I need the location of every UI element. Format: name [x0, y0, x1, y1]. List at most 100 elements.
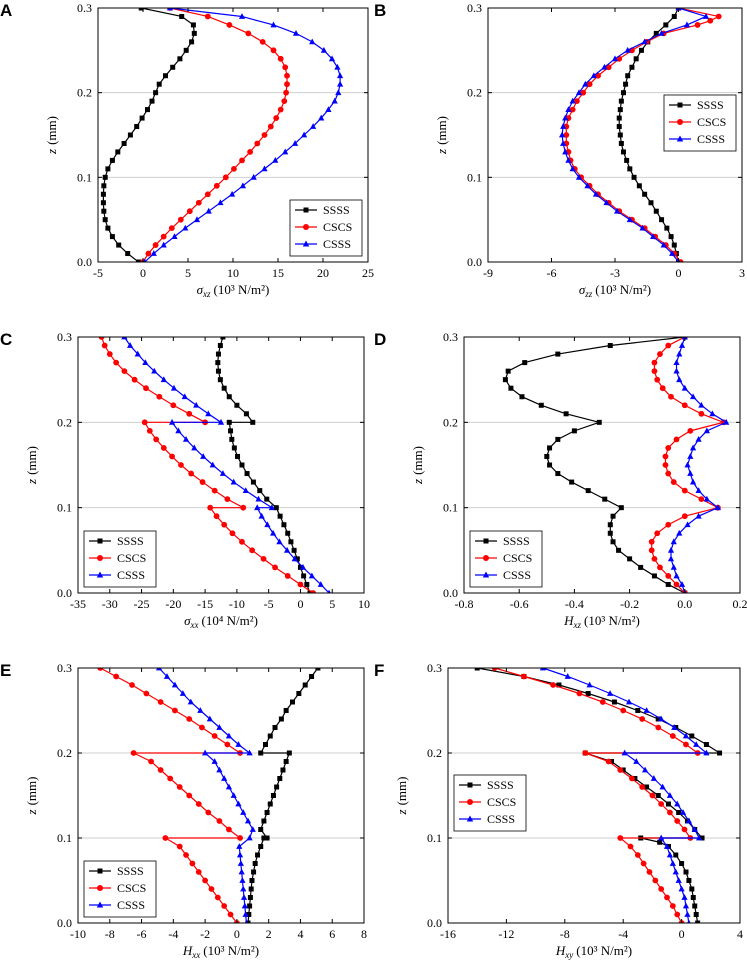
marker-d-cscs-28 [657, 351, 663, 357]
marker-e-csss-9 [236, 843, 243, 849]
y-tick-label-b-0: 0.0 [467, 255, 482, 269]
marker-b-csss-10 [575, 173, 583, 180]
marker-e-cscs-6 [195, 869, 202, 875]
legend-marker-a-csss [302, 240, 310, 247]
marker-c-csss-27 [160, 376, 167, 383]
x-tick-label-f-1: -12 [498, 927, 514, 941]
marker-c-cscs-29 [113, 359, 120, 366]
marker-a-csss-17 [318, 114, 325, 121]
marker-a-cscs-10 [222, 174, 229, 181]
marker-d-csss-25 [676, 376, 683, 383]
y-tick-label-e-1: 0.1 [57, 831, 72, 845]
panel-letter-c: C [0, 330, 12, 349]
marker-a-ssss-2 [116, 242, 122, 248]
x-axis-subscript-c: xx [189, 620, 198, 630]
marker-d-csss-10 [714, 504, 722, 511]
marker-d-cscs-26 [651, 368, 658, 375]
x-axis-symbol-f: H [555, 943, 566, 958]
marker-d-csss-21 [709, 410, 716, 417]
marker-f-ssss-18 [644, 784, 650, 790]
marker-a-ssss-24 [177, 56, 183, 62]
legend-label-f-ssss: SSSS [487, 778, 514, 792]
y-tick-label-f-2: 0.2 [427, 746, 442, 760]
marker-d-ssss-2 [651, 573, 657, 579]
marker-e-cscs-31 [113, 673, 120, 680]
marker-a-csss-26 [309, 38, 316, 45]
marker-b-ssss-29 [671, 13, 677, 19]
marker-c-csss-6 [276, 538, 283, 545]
marker-c-cscs-4 [260, 555, 267, 562]
legend-d: SSSS CSCS CSSS [469, 530, 543, 588]
marker-e-csss-13 [240, 809, 247, 815]
marker-d-cscs-11 [698, 496, 705, 503]
marker-d-ssss-6 [610, 539, 616, 545]
marker-e-csss-22 [235, 741, 242, 747]
marker-b-cscs-21 [586, 81, 593, 88]
marker-d-ssss-20 [596, 419, 602, 425]
marker-b-csss-5 [626, 216, 633, 223]
marker-d-cscs-12 [681, 487, 688, 494]
marker-f-csss-32 [539, 668, 546, 671]
x-axis-title-d: Hxz (10³ N/m²) [563, 613, 640, 630]
marker-c-cscs-14 [199, 479, 206, 485]
x-tick-label-c-9: 10 [358, 597, 370, 611]
marker-a-csss-9 [239, 182, 246, 189]
marker-e-cscs-11 [237, 835, 243, 841]
marker-e-ssss-28 [290, 699, 295, 705]
series-line-f-ssss [477, 668, 722, 923]
marker-f-cscs-5 [652, 877, 659, 884]
marker-c-ssss-21 [250, 419, 256, 425]
marker-e-cscs-27 [172, 707, 178, 714]
x-axis-symbol-a: σ [197, 282, 204, 297]
marker-f-csss-21 [621, 749, 628, 756]
marker-e-cscs-23 [224, 741, 231, 748]
marker-f-cscs-9 [627, 843, 634, 850]
marker-a-ssss-25 [183, 47, 189, 53]
marker-b-ssss-10 [631, 174, 637, 180]
marker-c-cscs-26 [143, 385, 149, 392]
marker-f-ssss-1 [693, 912, 699, 917]
marker-d-csss-2 [673, 572, 680, 579]
y-tick-label-e-0: 0.0 [57, 916, 72, 930]
legend-box-a [289, 199, 363, 257]
marker-e-csss-18 [216, 766, 223, 773]
plot-frame-f [447, 667, 741, 924]
y-tick-label-f-3: 0.3 [427, 661, 442, 675]
marker-e-ssss-18 [277, 776, 283, 781]
marker-c-ssss-28 [215, 360, 221, 366]
marker-c-csss-28 [151, 367, 158, 374]
marker-e-cscs-10 [162, 835, 169, 841]
chart-panel-d: D -0.8 -0.6 -0.4 -0.2 0.0 0.2 0.0 0.1 0.2 0.3 Hxz (1… [374, 330, 747, 630]
x-axis-title-c: σxx (10⁴ N/m²) [184, 613, 258, 630]
marker-d-cscs-14 [665, 470, 672, 477]
marker-f-csss-4 [678, 885, 685, 892]
marker-d-cscs-21 [698, 410, 705, 417]
marker-a-csss-19 [331, 97, 338, 104]
marker-d-csss-18 [695, 436, 702, 442]
y-tick-label-e-2: 0.2 [57, 746, 72, 760]
marker-a-ssss-22 [163, 73, 168, 79]
marker-e-cscs-24 [211, 733, 218, 739]
marker-b-csss-15 [558, 131, 566, 138]
marker-c-ssss-20 [226, 419, 232, 425]
marker-f-csss-14 [679, 809, 687, 815]
legend-marker-c-csss [96, 571, 104, 578]
marker-b-ssss-25 [638, 47, 644, 53]
marker-c-ssss-2 [301, 573, 307, 579]
x-axis-unit-b: (10³ N/m²) [595, 282, 651, 297]
marker-c-csss-31 [127, 342, 134, 348]
marker-e-csss-2 [241, 902, 248, 909]
marker-c-cscs-31 [101, 342, 108, 349]
x-axis-subscript-b: zz [584, 289, 593, 299]
marker-f-csss-19 [642, 766, 649, 773]
marker-e-csss-15 [230, 792, 237, 798]
marker-e-csss-31 [155, 668, 163, 671]
marker-e-csss-23 [225, 732, 233, 739]
marker-c-ssss-4 [294, 556, 300, 562]
marker-c-cscs-3 [272, 564, 278, 571]
x-axis-subscript-e: xx [191, 950, 200, 960]
marker-d-ssss-27 [522, 360, 528, 366]
marker-f-csss-29 [606, 690, 614, 696]
marker-a-csss-25 [320, 46, 327, 53]
marker-b-ssss-21 [623, 81, 629, 87]
